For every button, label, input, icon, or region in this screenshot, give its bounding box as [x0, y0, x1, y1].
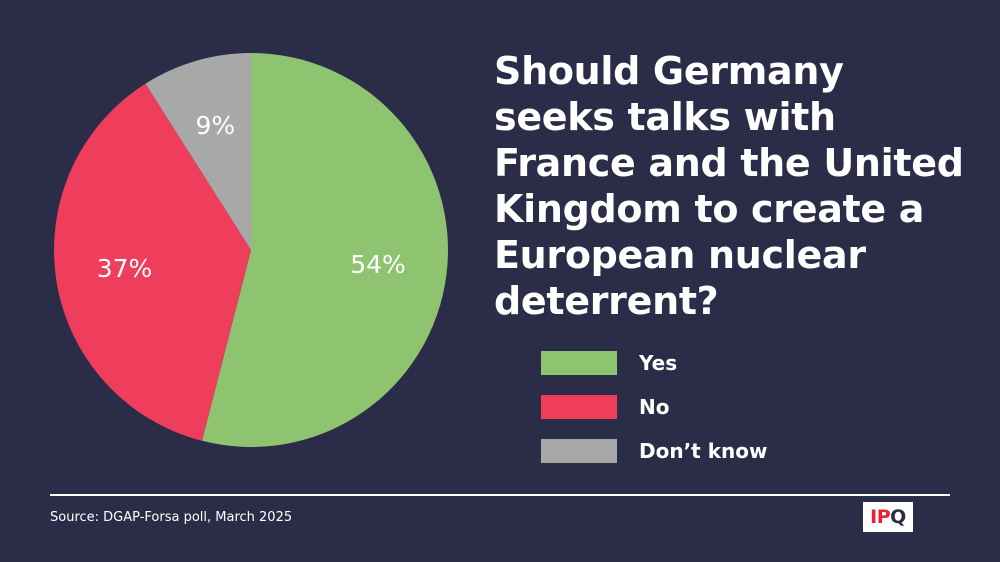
legend: Yes No Don’t know: [541, 341, 767, 473]
logo-text-dark: Q: [890, 506, 906, 528]
pie-slice-don-t-know: [145, 53, 251, 250]
logo-text-red: IP: [870, 506, 891, 528]
pie-slice-yes: [202, 53, 449, 448]
legend-swatch-dont-know: [541, 439, 617, 463]
ipq-logo: IP Q: [863, 502, 913, 532]
legend-item-yes: Yes: [541, 341, 767, 385]
pie-label-yes: 54%: [350, 250, 406, 279]
legend-label-dont-know: Don’t know: [639, 439, 768, 463]
pie-slice-no: [54, 83, 251, 441]
chart-title: Should Germany seeks talks with France a…: [494, 49, 964, 323]
legend-item-dont-know: Don’t know: [541, 429, 767, 473]
footer-divider: [50, 494, 950, 496]
pie-label-don-t-know: 9%: [195, 111, 235, 140]
legend-label-yes: Yes: [639, 351, 678, 375]
legend-swatch-no: [541, 395, 617, 419]
legend-item-no: No: [541, 385, 767, 429]
legend-label-no: No: [639, 395, 670, 419]
legend-swatch-yes: [541, 351, 617, 375]
source-note: Source: DGAP-Forsa poll, March 2025: [50, 510, 293, 525]
pie-label-no: 37%: [97, 254, 153, 283]
